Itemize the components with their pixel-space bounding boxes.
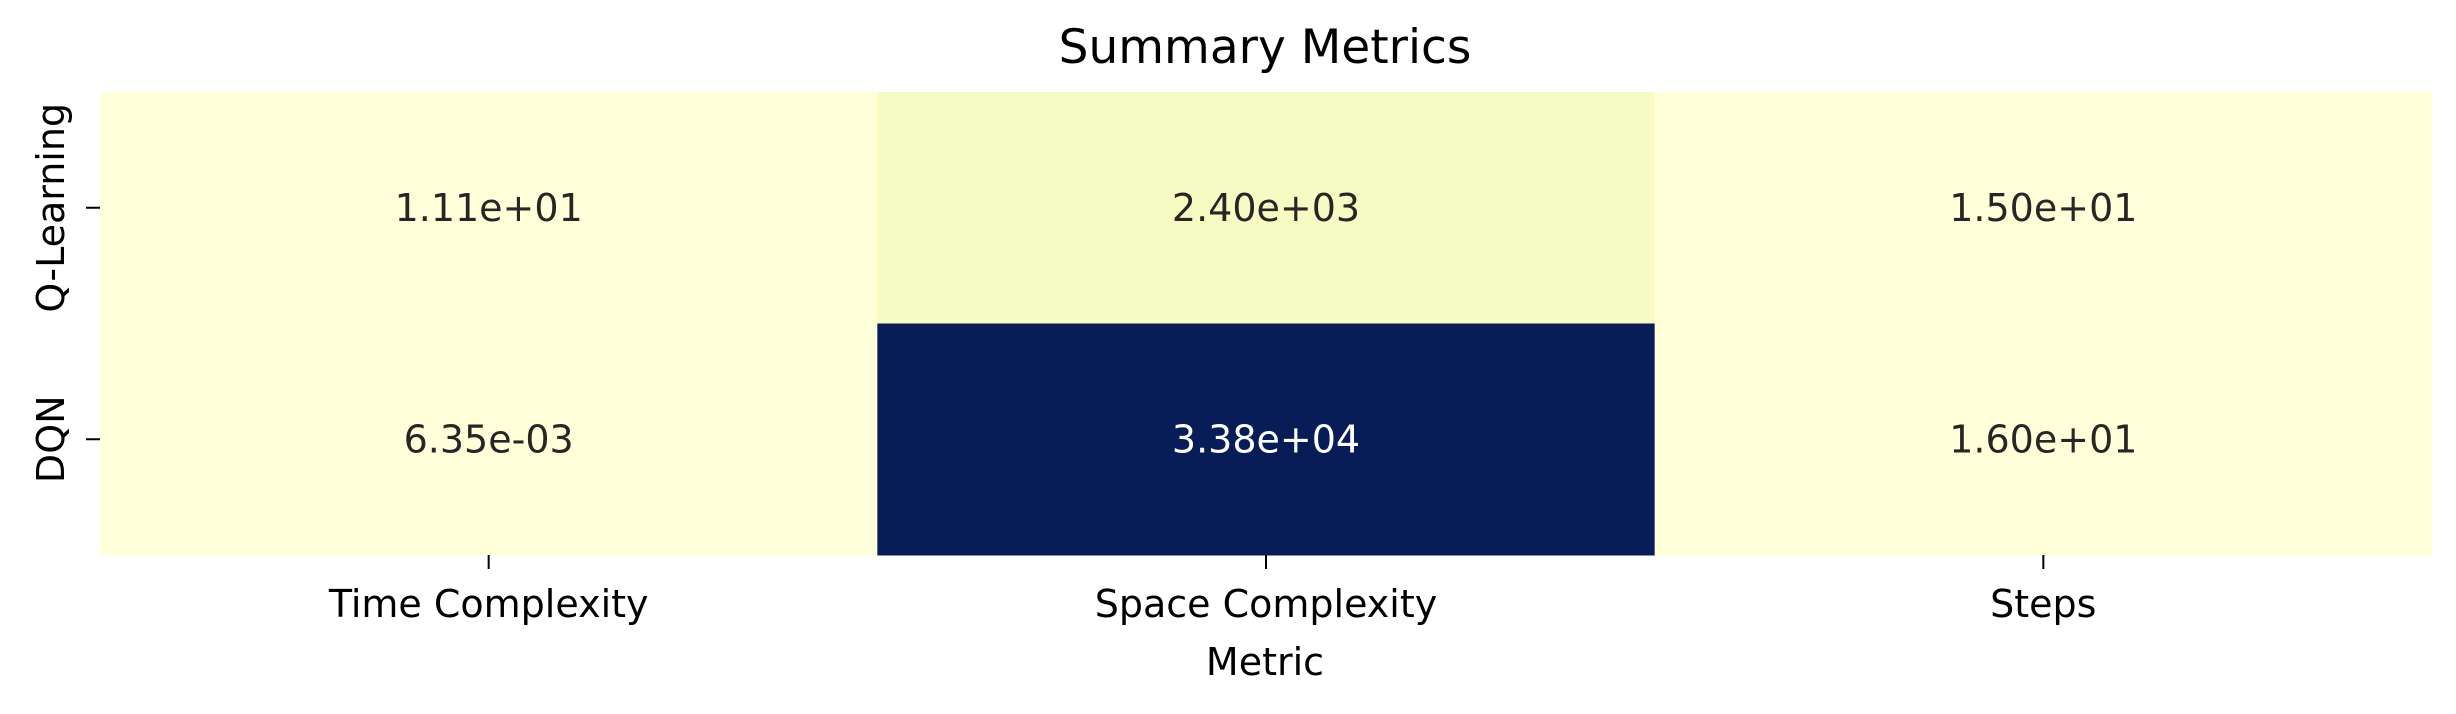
x-tick-label: Space Complexity bbox=[1095, 582, 1438, 626]
cell-value-label: 3.38e+04 bbox=[1172, 417, 1360, 461]
y-axis: Q-Learning DQN bbox=[29, 103, 100, 483]
cell-value-label: 1.11e+01 bbox=[395, 186, 583, 230]
cell-value-label: 1.60e+01 bbox=[1949, 417, 2137, 461]
cell-value-label: 2.40e+03 bbox=[1172, 186, 1360, 230]
heatmap-cells bbox=[100, 92, 2433, 556]
heatmap-cell-labels: 1.11e+01 2.40e+03 1.50e+01 6.35e-03 3.38e+04… bbox=[395, 186, 2138, 462]
heatmap-cell bbox=[877, 323, 1656, 556]
heatmap-cell bbox=[1654, 323, 2433, 556]
x-tick-label: Steps bbox=[1990, 582, 2096, 626]
cell-value-label: 6.35e-03 bbox=[404, 417, 574, 461]
heatmap-cell bbox=[1654, 92, 2433, 324]
y-tick-label: Q-Learning bbox=[29, 103, 73, 313]
x-axis: Time Complexity Space Complexity Steps bbox=[328, 555, 2096, 626]
chart-title: Summary Metrics bbox=[1059, 20, 1472, 75]
heatmap-cell bbox=[877, 92, 1656, 324]
cell-value-label: 1.50e+01 bbox=[1949, 186, 2137, 230]
x-axis-label: Metric bbox=[1206, 640, 1324, 684]
y-tick-label: DQN bbox=[29, 395, 73, 483]
x-tick-label: Time Complexity bbox=[328, 582, 649, 626]
heatmap-cell bbox=[100, 92, 878, 324]
heatmap-cell bbox=[100, 323, 878, 556]
